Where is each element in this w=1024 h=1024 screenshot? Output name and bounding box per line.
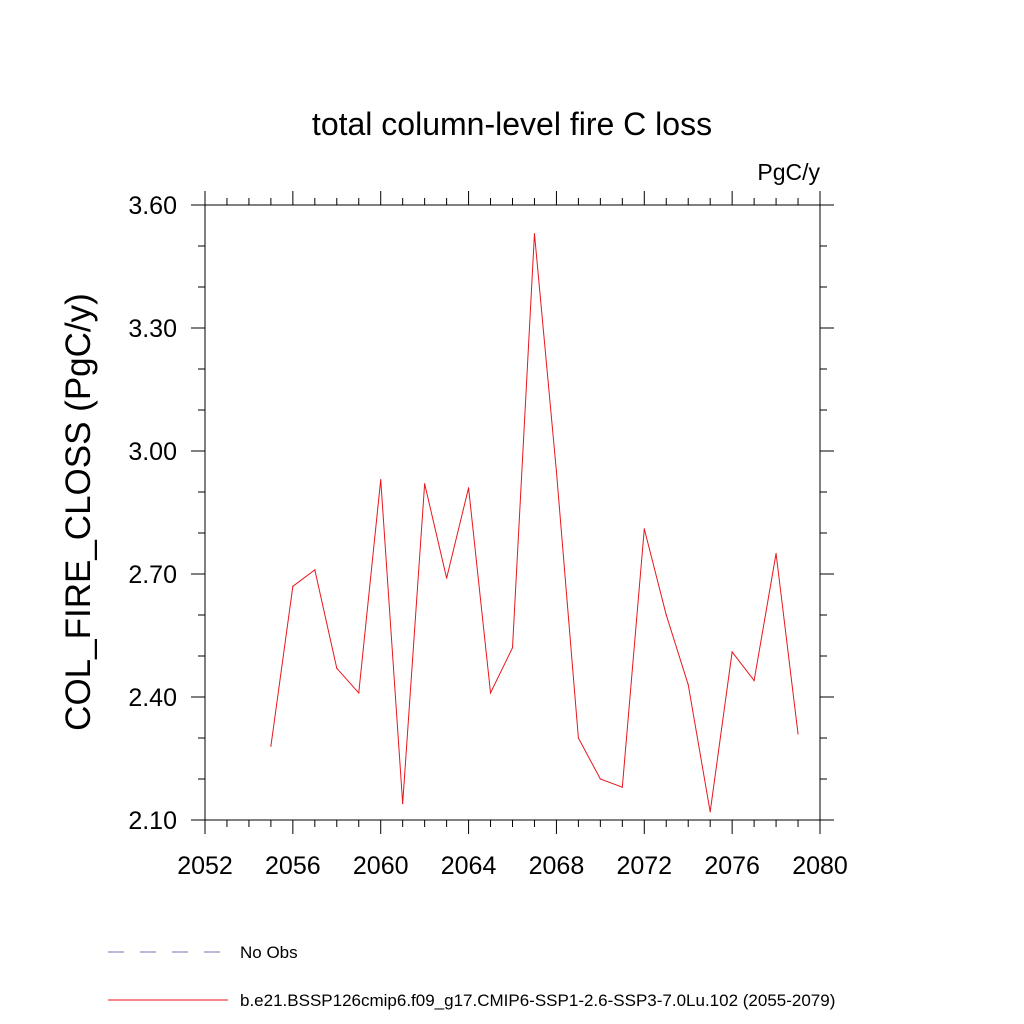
legend-label: b.e21.BSSP126cmip6.f09_g17.CMIP6-SSP1-2.… (240, 991, 835, 1010)
data-point (358, 692, 360, 694)
data-point (489, 692, 492, 694)
plot-frame (204, 204, 821, 821)
x-tick-label: 2080 (792, 852, 848, 880)
legend-entry: No Obs (108, 943, 298, 962)
x-tick-label: 2060 (353, 852, 409, 880)
data-point (402, 803, 404, 805)
data-point (511, 647, 514, 649)
y-tick-label: 2.40 (128, 684, 177, 712)
series-line-1 (270, 233, 799, 812)
x-tick-label: 2076 (704, 852, 760, 880)
data-point (446, 577, 448, 579)
y-tick-label: 2.10 (128, 807, 177, 835)
data-point (643, 528, 645, 530)
data-point (665, 614, 667, 616)
y-tick-label: 2.70 (128, 561, 177, 589)
x-tick-label: 2064 (441, 852, 497, 880)
x-axis: 2052 2056 2060 2064 2068 2072 2076 2080 (177, 191, 848, 880)
units-label: PgC/y (757, 159, 820, 185)
data-point (555, 470, 558, 473)
chart-title: total column-level fire C loss (312, 106, 712, 142)
data-point (599, 778, 601, 780)
data-point (577, 737, 579, 739)
data-point (424, 483, 426, 485)
data-point (621, 786, 623, 788)
y-axis: 2.10 2.40 2.70 3.00 3.30 3.60 (128, 192, 834, 835)
y-tick-label: 3.60 (128, 192, 177, 220)
x-tick-label: 2052 (177, 852, 233, 880)
data-point (709, 811, 711, 813)
series-layer (270, 233, 799, 813)
y-tick-label: 3.30 (128, 315, 177, 343)
y-tick-label: 3.00 (128, 438, 177, 466)
data-point (314, 569, 316, 571)
x-tick-label: 2068 (529, 852, 585, 880)
data-point (270, 745, 272, 747)
data-point (775, 552, 777, 555)
data-point (753, 680, 755, 682)
data-point (292, 585, 294, 587)
data-point (687, 684, 689, 686)
data-point (336, 667, 338, 669)
data-point (731, 651, 733, 653)
x-tick-label: 2056 (265, 852, 321, 880)
legend: No Obs b.e21.BSSP126cmip6.f09_g17.CMIP6-S… (108, 943, 835, 1010)
data-point (797, 733, 799, 735)
y-axis-label: COL_FIRE_CLOSS (PgC/y) (59, 293, 98, 731)
data-point (467, 487, 470, 489)
data-point (380, 479, 382, 481)
x-tick-label: 2072 (616, 852, 672, 880)
legend-label: No Obs (240, 943, 298, 962)
legend-entry: b.e21.BSSP126cmip6.f09_g17.CMIP6-SSP1-2.… (108, 991, 835, 1010)
data-point (533, 233, 536, 235)
